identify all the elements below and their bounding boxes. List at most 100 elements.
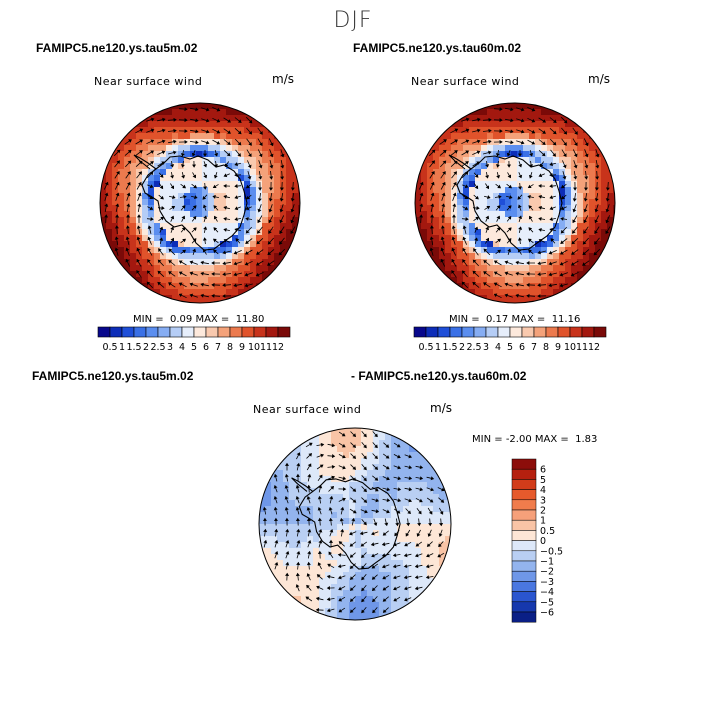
panel-2-cell [469,223,476,230]
panel-1-vector-head [290,208,295,213]
panel-2-cell [559,187,566,194]
panel-3-vector-head [342,476,347,481]
panel-3-colorbar-swatch [511,499,537,511]
panel-3-cell [385,434,392,441]
panel-2-cell [439,145,446,152]
panel-3-vector-head [284,485,289,489]
panel-3-cell [289,590,296,597]
panel-1-vector-head [159,174,164,178]
panel-2-cell [487,133,494,140]
panel-1-cell [208,115,215,122]
panel-1-cell [124,205,131,212]
panel-1-vector-head [159,185,164,190]
panel-1-vector-head [237,119,242,123]
panel-2-cell [511,193,518,200]
panel-1-cell [136,253,143,260]
panel-3-vector-head [326,597,331,602]
panel-1-vector-head [223,227,227,232]
panel-3-vector-head [337,575,342,580]
panel-3-cell [439,518,446,525]
panel-1-cell [214,295,221,302]
panel-2-cell [577,259,584,266]
panel-1-cell [112,199,119,206]
panel-1-cell [148,253,155,260]
panel-3-cell [421,560,428,567]
panel-3-cell [277,548,284,555]
panel-3-vector-head [382,532,387,536]
panel-2-cell [529,157,536,164]
panel-3-vector-head [408,498,413,503]
panel-3-cell [265,554,272,561]
panel-2-cell [529,133,536,140]
panel-3-cell [373,590,380,597]
panel-1-cell [286,169,293,176]
panel-2-cell [529,241,536,248]
panel-2-cell [433,235,440,242]
panel-1-cell [208,271,215,278]
panel-1-cell [196,109,203,116]
panel-3-cell [289,470,296,477]
panel-1-cell [166,235,173,242]
panel-3-cell [307,512,314,519]
panel-2-cell [475,199,482,206]
panel-2-cell [445,271,452,278]
panel-2-vector-head [495,153,500,157]
panel-2-cell [547,211,554,218]
panel-3-cell [265,470,272,477]
panel-2-cell [583,223,590,230]
panel-3-cell [331,614,338,620]
panel-1-cell [256,265,263,272]
panel-1-cell [118,259,125,266]
panel-1-cell [106,193,113,200]
panel-2-cell [607,157,614,164]
panel-3-cell [277,578,284,585]
panel-1-cell [232,265,239,272]
panel-3-cell [361,446,368,453]
panel-2-cell [571,181,578,188]
panel-1-cell [226,217,233,224]
panel-2-cell [511,217,518,224]
panel-1-cell [268,187,275,194]
panel-1-cell [220,127,227,134]
panel-2-cell [523,229,530,236]
panel-2-cell [475,103,482,110]
panel-3-cell [421,536,428,543]
panel-3-cell [319,446,326,453]
panel-1-vector-head [137,203,142,207]
panel-1-vector-head [161,139,166,144]
panel-1-cell [154,139,161,146]
panel-1-cell [208,229,215,236]
panel-1-cell [268,277,275,284]
panel-2-cell [427,157,434,164]
panel-3-cell [433,548,440,555]
panel-3-cell [361,578,368,585]
panel-2-cell [457,223,464,230]
panel-1-cell [166,223,173,230]
panel-1-cell [196,235,203,242]
panel-1-vector-head [211,293,215,298]
panel-1-cell [130,223,137,230]
panel-1-vector-head [223,205,227,210]
panel-1-cell [274,253,281,260]
panel-1-cell [130,229,137,236]
panel-3-vector-head [361,587,365,592]
panel-2-cell [517,127,524,134]
panel-2-cell [559,295,566,302]
panel-2-vector-head [462,236,467,241]
panel-1-vector-head [279,240,283,245]
panel-3-vector-head [296,452,301,456]
panel-1-cell [124,175,131,182]
panel-2-cell [571,247,578,254]
panel-1-cell [172,151,179,158]
panel-3-cell [307,518,314,525]
panel-3-vector-head [371,531,375,536]
panel-3-cell [343,554,350,561]
panel-2-cell [481,289,488,296]
panel-3-vector-head [307,539,312,544]
panel-3-vector-head [361,598,365,603]
panel-1-cell [118,187,125,194]
panel-3-cell [313,530,320,537]
panel-2-cell [493,109,500,116]
panel-3-cell [373,518,380,525]
panel-2-cell [553,205,560,212]
